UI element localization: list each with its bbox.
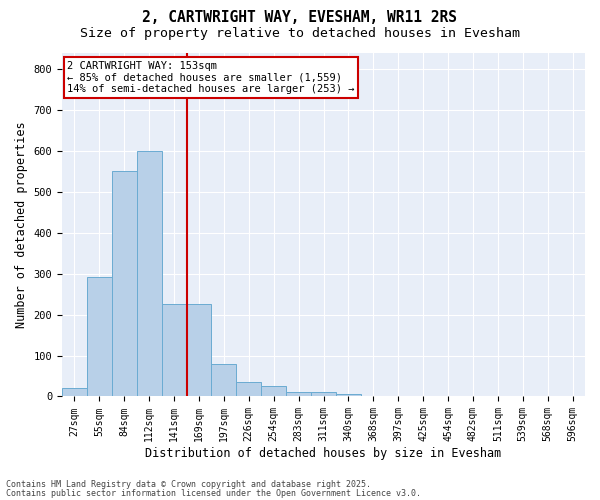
- Bar: [112, 172, 137, 396]
- Bar: [137, 151, 161, 396]
- Bar: [236, 382, 261, 396]
- Bar: [187, 304, 211, 396]
- Text: 2, CARTWRIGHT WAY, EVESHAM, WR11 2RS: 2, CARTWRIGHT WAY, EVESHAM, WR11 2RS: [143, 10, 458, 25]
- Bar: [211, 364, 236, 396]
- Text: Contains HM Land Registry data © Crown copyright and database right 2025.: Contains HM Land Registry data © Crown c…: [6, 480, 371, 489]
- Text: Size of property relative to detached houses in Evesham: Size of property relative to detached ho…: [80, 28, 520, 40]
- Bar: [336, 394, 361, 396]
- Text: Contains public sector information licensed under the Open Government Licence v3: Contains public sector information licen…: [6, 489, 421, 498]
- Bar: [286, 392, 311, 396]
- Bar: [87, 277, 112, 396]
- Bar: [161, 304, 187, 396]
- Text: 2 CARTWRIGHT WAY: 153sqm
← 85% of detached houses are smaller (1,559)
14% of sem: 2 CARTWRIGHT WAY: 153sqm ← 85% of detach…: [67, 61, 355, 94]
- X-axis label: Distribution of detached houses by size in Evesham: Distribution of detached houses by size …: [145, 447, 502, 460]
- Bar: [62, 388, 87, 396]
- Bar: [311, 392, 336, 396]
- Bar: [261, 386, 286, 396]
- Y-axis label: Number of detached properties: Number of detached properties: [15, 121, 28, 328]
